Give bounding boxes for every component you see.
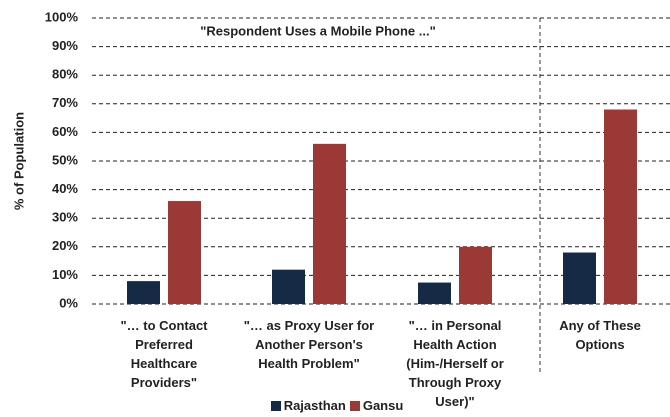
bar: [418, 282, 451, 304]
y-tick-label: 70%: [52, 95, 78, 110]
legend-label: Gansu: [362, 398, 404, 413]
legend-swatch: [270, 401, 281, 411]
x-tick-label: "… to Contact Preferred Healthcare Provi…: [120, 318, 208, 390]
y-tick-label: 50%: [52, 152, 78, 167]
legend-swatch: [349, 401, 360, 411]
legend-label: Rajasthan: [283, 398, 346, 413]
y-axis-label: % of Population: [11, 112, 26, 210]
bar: [604, 109, 637, 305]
bar: [272, 269, 305, 304]
bar: [459, 246, 492, 304]
y-tick-label: 10%: [52, 267, 78, 282]
y-tick-label: 80%: [52, 67, 78, 82]
y-tick-label: 30%: [52, 210, 78, 225]
y-tick-label: 90%: [52, 38, 78, 53]
bar: [313, 143, 346, 304]
y-tick-label: 100%: [45, 9, 79, 24]
x-tick-label: "… as Proxy User for Another Person's He…: [243, 318, 375, 371]
y-tick-label: 40%: [52, 181, 78, 196]
legend: Rajasthan Gansu: [0, 398, 670, 413]
y-tick-label: 0%: [59, 295, 78, 310]
bar: [168, 201, 201, 304]
y-tick-label: 60%: [52, 124, 78, 139]
x-tick-label: "… in Personal Health Action (Him-/Herse…: [406, 318, 504, 409]
x-tick-label: Any of These Options: [559, 318, 641, 352]
annotation: "Respondent Uses a Mobile Phone ...": [200, 23, 436, 38]
bar: [127, 281, 160, 304]
y-tick-label: 20%: [52, 238, 78, 253]
bar: [563, 252, 596, 304]
